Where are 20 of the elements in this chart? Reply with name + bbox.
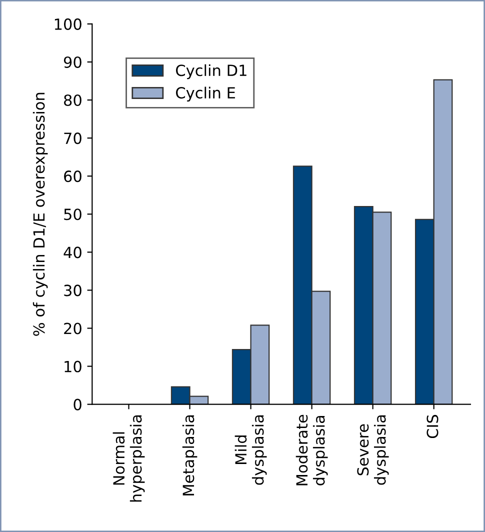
y-tick-label: 100	[54, 18, 82, 30]
y-tick-label: 40	[64, 246, 82, 258]
y-tick-label: 50	[64, 208, 82, 220]
x-tick-label: Mild dysplasia	[234, 415, 267, 485]
y-tick-label: 20	[64, 322, 82, 334]
legend-label: Cyclin E	[176, 86, 235, 102]
x-tick-label: Severe dysplasia	[357, 415, 389, 485]
y-tick-label: 90	[64, 56, 82, 68]
y-tick-label: 0	[74, 398, 82, 410]
x-tick-label: Metaplasia	[182, 415, 198, 496]
y-axis-title: % of cyclin D1/E overexpression	[32, 92, 48, 336]
x-tick-label: Normal hyperplasia	[112, 415, 145, 502]
y-tick-label: 60	[64, 170, 82, 182]
y-tick-label: 80	[64, 94, 82, 106]
x-tick-label: Moderate dysplasia	[296, 414, 328, 486]
y-tick-label: 10	[64, 360, 82, 372]
y-tick-label: 30	[64, 284, 82, 296]
x-tick-label: CIS	[426, 414, 438, 438]
legend-label: Cyclin D1	[176, 64, 246, 80]
y-tick-label: 70	[64, 132, 82, 144]
